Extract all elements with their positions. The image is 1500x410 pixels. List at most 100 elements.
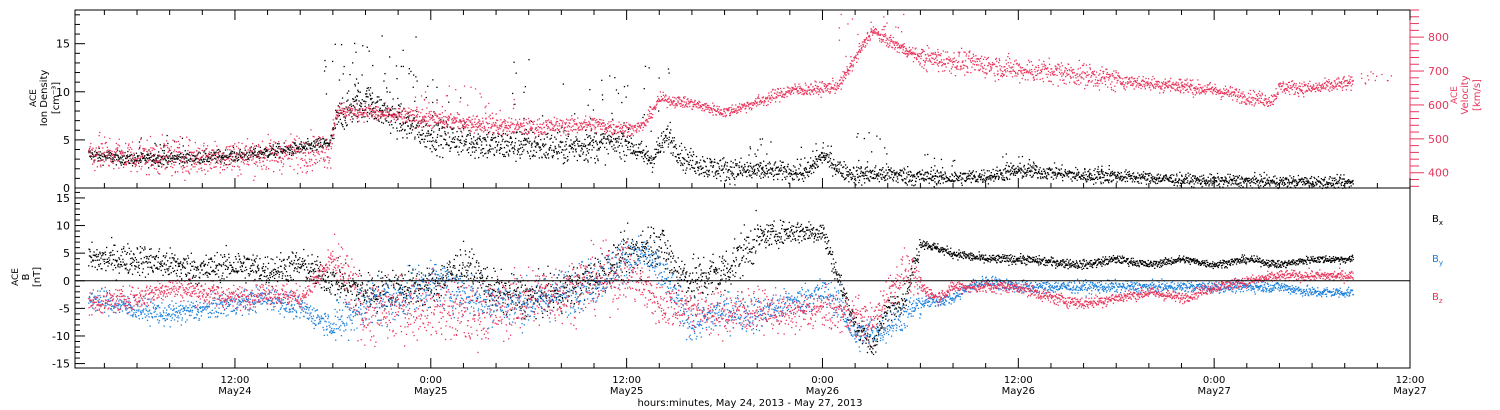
top-point-0-3350 <box>1291 183 1293 185</box>
top-point-0-91 <box>120 164 122 166</box>
top-spike-0-0-13 <box>144 157 146 160</box>
top-point-1-544 <box>283 142 285 144</box>
top-point-0-2977 <box>1156 182 1159 184</box>
top-point-0-150 <box>141 157 144 160</box>
top-point-1-303 <box>196 155 199 157</box>
top-point-0-3358 <box>1294 181 1296 183</box>
top-point-0-3043 <box>1180 179 1182 182</box>
top-point-0-2181 <box>871 170 873 173</box>
top-point-1-634 <box>315 144 317 146</box>
top-point-0-2470 <box>974 180 977 183</box>
top-spike-0-0-6 <box>159 144 161 146</box>
top-point-1-782 <box>368 117 371 120</box>
top-point-0-130 <box>134 159 136 161</box>
top-point-0-464 <box>254 147 256 150</box>
top-point-1-221 <box>167 151 169 153</box>
top-point-0-1752 <box>717 173 719 175</box>
top-point-1-220 <box>167 146 169 149</box>
top-point-0-1507 <box>629 135 631 137</box>
top-point-0-2212 <box>882 167 884 169</box>
top-point-0-3237 <box>1250 178 1252 180</box>
top-point-1-1149 <box>500 124 502 126</box>
top-point-0-3503 <box>1347 179 1349 182</box>
top-point-0-601 <box>303 147 306 150</box>
top-point-0-2068 <box>830 152 832 155</box>
top-point-0-2058 <box>827 161 829 163</box>
top-point-1-1211 <box>522 122 525 124</box>
top-spike-0-11-12 <box>643 88 645 90</box>
top-point-0-3408 <box>1312 181 1314 183</box>
top-point-0-2777 <box>1085 179 1087 181</box>
top-point-0-2526 <box>995 177 997 179</box>
top-point-1-1080 <box>475 116 478 118</box>
top-point-1-569 <box>292 153 294 156</box>
top-point-0-1493 <box>624 160 626 162</box>
top-point-0-542 <box>282 150 284 153</box>
top-point-0-655 <box>323 143 325 145</box>
top-point-0-2971 <box>1154 178 1157 181</box>
top-point-0-1930 <box>781 169 783 171</box>
top-point-0-3034 <box>1177 181 1179 183</box>
top-point-1-150 <box>141 156 144 158</box>
top-point-0-1049 <box>464 141 466 143</box>
top-spike-0-2-10 <box>325 93 328 95</box>
top-point-0-2615 <box>1027 168 1029 170</box>
top-point-0-923 <box>419 134 421 136</box>
top-point-0-2594 <box>1019 162 1021 164</box>
top-point-0-2395 <box>948 179 950 181</box>
top-point-0-2444 <box>965 180 967 182</box>
top-point-0-770 <box>364 105 366 108</box>
top-point-1-453 <box>250 150 252 152</box>
top-point-0-1548 <box>643 154 646 157</box>
top-point-1-709 <box>342 109 344 112</box>
top-point-1-738 <box>353 113 355 116</box>
top-point-1-472 <box>257 146 259 148</box>
top-point-0-2831 <box>1104 180 1106 182</box>
top-point-1-181 <box>153 148 155 150</box>
top-point-0-1025 <box>456 145 458 147</box>
top-point-1-519 <box>274 151 276 153</box>
top-spike-0-4-6 <box>371 97 373 100</box>
top-point-1-125 <box>132 159 135 161</box>
top-point-0-1088 <box>478 137 480 139</box>
top-point-1-691 <box>336 110 338 112</box>
top-point-0-1814 <box>739 170 741 172</box>
top-point-0-2137 <box>855 184 857 186</box>
top-point-1-788 <box>371 116 373 118</box>
top-point-0-3434 <box>1322 179 1324 181</box>
top-point-0-2007 <box>808 171 810 173</box>
top-point-0-3008 <box>1168 180 1170 182</box>
top-point-1-400 <box>231 145 233 147</box>
top-point-0-1313 <box>559 141 561 143</box>
top-point-0-1928 <box>780 167 782 169</box>
top-point-0-1315 <box>560 140 562 143</box>
top-point-0-899 <box>410 132 413 134</box>
top-spike-0-4-8 <box>366 87 368 89</box>
top-point-0-2858 <box>1114 171 1116 173</box>
top-point-0-382 <box>225 155 227 157</box>
top-point-0-3377 <box>1300 181 1303 183</box>
top-point-0-105 <box>125 155 128 157</box>
top-point-0-457 <box>252 152 254 154</box>
top-point-1-797 <box>374 115 376 117</box>
top-point-1-754 <box>358 111 361 113</box>
top-point-0-1294 <box>552 155 554 157</box>
top-point-0-1298 <box>554 136 556 138</box>
top-point-0-2162 <box>864 173 866 175</box>
top-spike-0-6-1 <box>397 97 399 100</box>
top-point-0-2108 <box>844 164 847 166</box>
top-point-0-2813 <box>1098 174 1100 176</box>
top-point-1-1139 <box>497 119 499 122</box>
top-point-0-1711 <box>702 167 704 169</box>
top-point-1-723 <box>347 106 349 108</box>
top-point-0-3264 <box>1260 179 1262 181</box>
top-point-0-3132 <box>1212 177 1215 179</box>
top-point-0-127 <box>133 154 135 156</box>
top-point-0-2887 <box>1124 180 1126 183</box>
top-point-1-517 <box>273 160 275 162</box>
top-point-0-2229 <box>888 175 890 177</box>
top-point-0-3323 <box>1281 183 1283 185</box>
top-point-0-938 <box>424 135 427 137</box>
top-point-1-314 <box>200 167 203 169</box>
